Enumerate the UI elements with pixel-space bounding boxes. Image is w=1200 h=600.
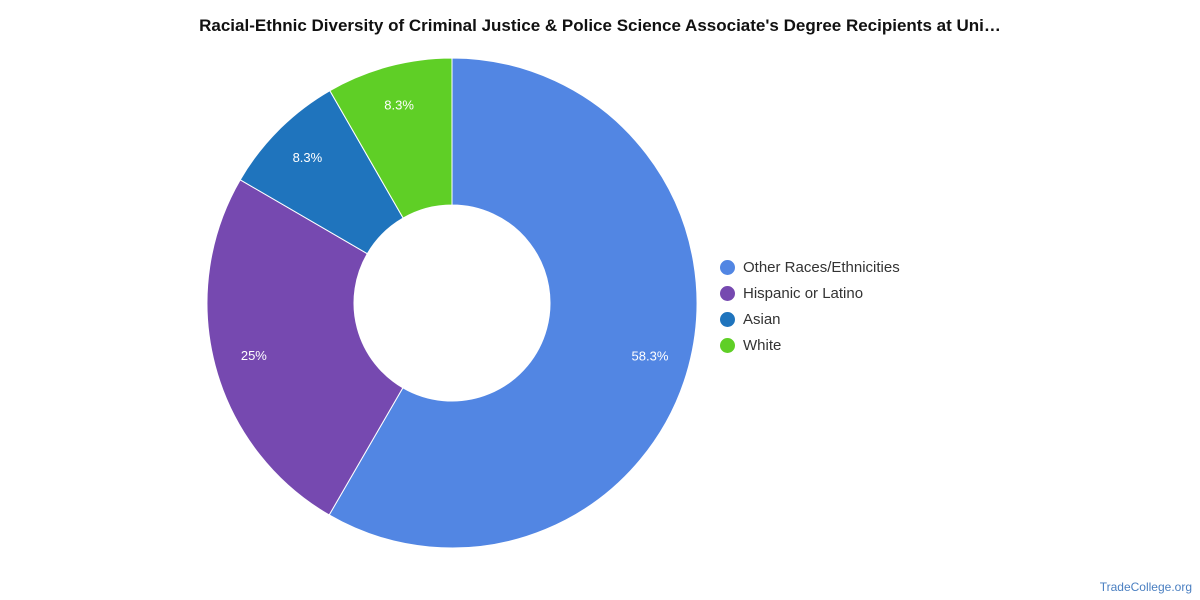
legend-label: White — [743, 336, 782, 354]
legend-item[interactable]: Hispanic or Latino — [720, 280, 900, 306]
legend-swatch — [720, 311, 735, 327]
slice-white[interactable] — [329, 57, 453, 219]
slice-label: 8.3% — [384, 97, 414, 112]
legend-item[interactable]: Asian — [720, 306, 900, 332]
legend-item[interactable]: White — [720, 332, 900, 358]
legend-label: Other Races/Ethnicities — [743, 258, 900, 276]
chart-title: Racial-Ethnic Diversity of Criminal Just… — [199, 16, 1001, 35]
legend-label: Asian — [743, 310, 781, 328]
slice-label: 58.3% — [632, 349, 669, 364]
legend-swatch — [720, 285, 735, 301]
legend-item[interactable]: Other Races/Ethnicities — [720, 254, 900, 280]
legend-label: Hispanic or Latino — [743, 284, 864, 302]
slice-label: 8.3% — [293, 150, 323, 165]
watermark-link[interactable]: TradeCollege.org — [1099, 580, 1192, 594]
legend-swatch — [720, 337, 735, 353]
legend-swatch — [720, 259, 735, 275]
slice-hispanic-or-latino[interactable] — [206, 179, 404, 516]
slice-label: 25% — [241, 348, 267, 363]
legend: Other Races/Ethnicities Hispanic or Latin… — [720, 254, 900, 358]
slice-other-races-ethnicities[interactable] — [328, 57, 698, 549]
